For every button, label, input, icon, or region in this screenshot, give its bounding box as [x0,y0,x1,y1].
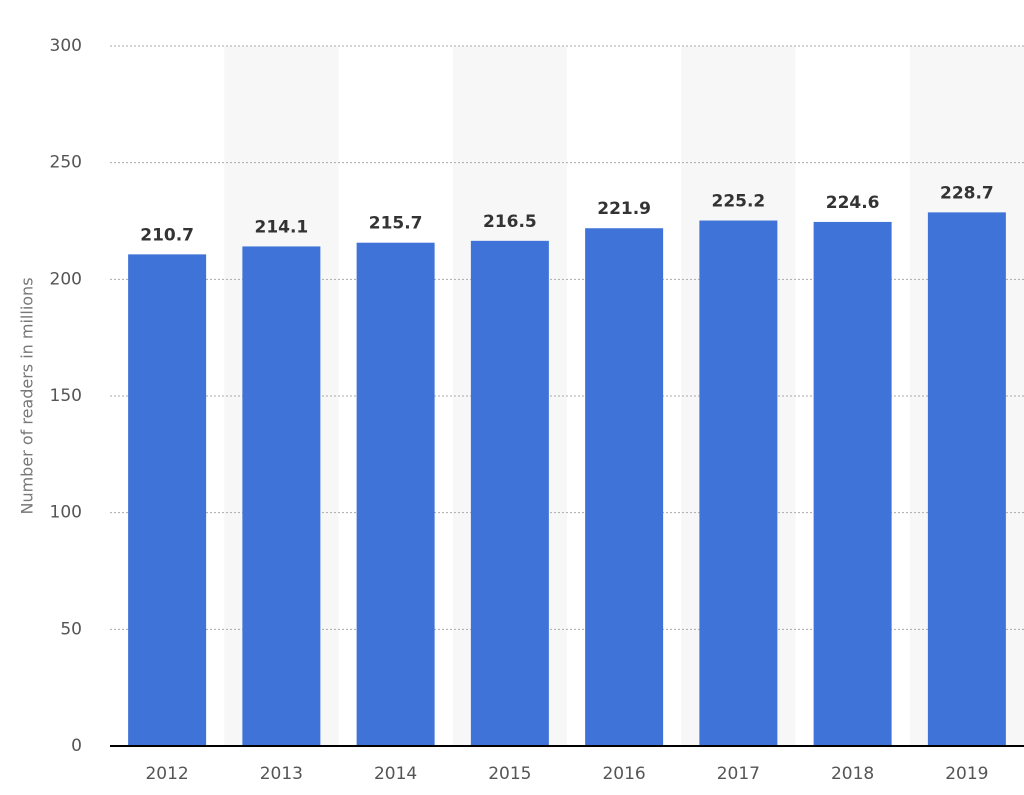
y-tick-label: 0 [71,736,82,756]
y-tick-label: 100 [50,503,82,523]
y-tick-label: 300 [50,36,82,56]
bar [585,228,664,746]
bar [356,242,435,746]
value-label: 224.6 [826,193,880,213]
value-label: 228.7 [940,183,994,203]
value-label: 210.7 [140,225,194,245]
x-tick-label: 2014 [374,764,417,784]
y-axis-label: Number of readers in millions [18,277,37,514]
bar [242,246,321,746]
bar [128,254,207,746]
x-tick-label: 2015 [488,764,531,784]
bar [470,240,549,747]
value-label: 225.2 [711,192,765,212]
bar [699,220,778,747]
x-tick-label: 2019 [945,764,988,784]
y-tick-label: 200 [50,269,82,289]
value-label: 221.9 [597,199,651,219]
bar [927,212,1006,746]
value-label: 215.7 [369,214,423,234]
x-tick-label: 2018 [831,764,874,784]
x-tick-label: 2013 [260,764,303,784]
y-tick-label: 250 [50,153,82,173]
value-label: 216.5 [483,212,537,232]
y-tick-label: 150 [50,386,82,406]
y-tick-label: 50 [60,619,82,639]
bar [813,221,892,746]
x-tick-label: 2016 [602,764,645,784]
x-tick-label: 2012 [145,764,188,784]
value-label: 214.1 [254,217,308,237]
x-tick-label: 2017 [717,764,760,784]
